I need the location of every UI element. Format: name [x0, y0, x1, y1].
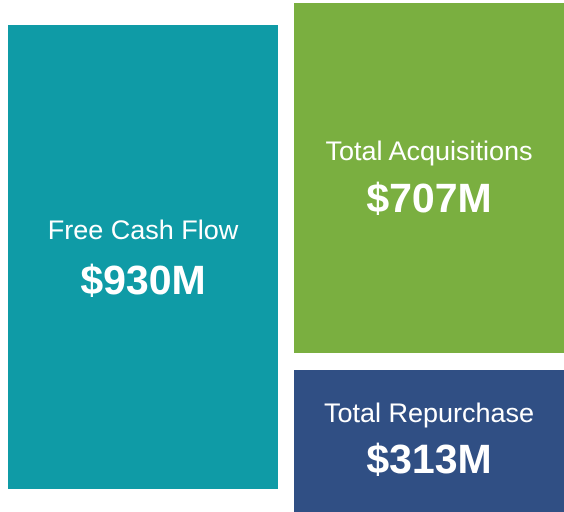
tile-label: Total Acquisitions	[325, 136, 533, 166]
tile-label: Total Repurchase	[323, 398, 535, 428]
tile: Total Repurchase $313M	[294, 370, 564, 512]
tile-label: Free Cash Flow	[47, 215, 239, 245]
tile: Total Acquisitions $707M	[294, 3, 564, 353]
tile-value: $930M	[80, 257, 206, 303]
tile-value: $313M	[366, 436, 492, 482]
tile: Free Cash Flow $930M	[8, 25, 278, 489]
tile-value: $707M	[366, 175, 492, 221]
